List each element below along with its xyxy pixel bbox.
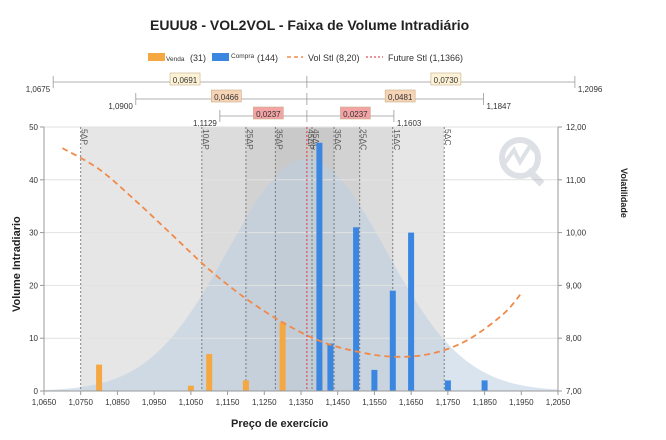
delta-label: 35ΔP <box>274 129 284 150</box>
x-tick-label: 1,1650 <box>399 398 424 407</box>
axes: 1,0650 1,0750 1,0850 1,0950 1,1050 1,1150 1,12… <box>29 123 586 407</box>
y2-tick-label: 11,00 <box>566 176 586 185</box>
delta-label: 45ΔC <box>311 129 321 150</box>
bar-venda <box>187 385 194 391</box>
delta-label: 25ΔC <box>359 129 369 150</box>
range-width-box-right <box>340 106 371 120</box>
x-tick-label: 1,0950 <box>142 398 167 407</box>
range-right-label: 1,1847 <box>486 102 511 111</box>
bar-compra <box>481 380 488 391</box>
range-width-label-right: 0,0730 <box>434 76 459 85</box>
range-width-label-left: 0,0466 <box>214 93 239 102</box>
y2-tick-label: 10,00 <box>566 229 587 238</box>
x-axis-label: Preço de exercício <box>231 418 329 430</box>
x-tick-label: 1,1150 <box>216 398 240 407</box>
bar-venda <box>206 354 213 391</box>
bar-venda <box>242 380 249 391</box>
y-axis-label: Volume Intradiario <box>11 216 23 312</box>
delta-label: 5ΔC <box>443 129 453 146</box>
bar-compra <box>316 142 323 391</box>
legend-label-future-stl: Future Stl (1,1366) <box>388 53 463 63</box>
bar-compra <box>389 290 396 391</box>
bar-compra <box>353 227 360 391</box>
bar-compra <box>408 232 415 391</box>
y2-tick-label: 12,00 <box>566 123 587 132</box>
bar-compra <box>327 343 334 391</box>
legend-swatch-compra <box>212 53 229 61</box>
legend-count-venda: (31) <box>190 53 206 63</box>
range-width-box-left <box>253 106 284 120</box>
delta-label: 5ΔP <box>80 129 90 145</box>
y-tick-label: 10 <box>29 334 38 343</box>
y-tick-label: 40 <box>29 176 38 185</box>
x-tick-label: 1,2050 <box>546 398 571 407</box>
range-width-box-right <box>430 72 462 86</box>
vol-stl-curve <box>61 147 522 358</box>
y2-axis-label: Volatilidade <box>619 168 629 218</box>
y2-tick-label: 8,00 <box>566 334 582 343</box>
delta-label: 45ΔP <box>306 129 316 150</box>
x-tick-label: 1,1850 <box>472 398 497 407</box>
legend-label-compra: Compra <box>231 53 255 60</box>
range-width-label-left: 0,0691 <box>173 76 198 85</box>
range-width-label-left: 0,0237 <box>256 110 281 119</box>
range-left-label: 1,1129 <box>193 119 217 128</box>
y2-tick-label: 7,00 <box>566 387 582 396</box>
range-brackets: 1,0675 1,2096 0,0691 0,0730 1,0900 1,1847 0,04… <box>26 72 603 128</box>
distribution-area <box>44 158 558 391</box>
bars <box>96 142 488 391</box>
x-tick-label: 1,0750 <box>68 398 93 407</box>
watermark-logo <box>499 137 545 187</box>
vol-curve <box>61 147 522 358</box>
range-right-label: 1,2096 <box>578 85 603 94</box>
x-tick-label: 1,0650 <box>32 398 57 407</box>
y2-tick-label: 9,00 <box>566 281 582 290</box>
bar-venda <box>279 322 286 391</box>
delta-label: 15ΔC <box>392 129 402 150</box>
range-width-box-right <box>384 89 416 103</box>
range-left-label: 1,0900 <box>108 102 133 111</box>
delta-label: 35ΔC <box>333 129 343 150</box>
delta-label: 10ΔP <box>201 129 211 150</box>
bar-compra <box>371 369 378 391</box>
range-width-label-right: 0,0481 <box>388 93 413 102</box>
range-width-box-left <box>169 72 201 86</box>
legend-count-compra: (144) <box>257 53 278 63</box>
y-tick-label: 30 <box>29 229 38 238</box>
legend-label-vol-stl: Vol Stl (8,20) <box>308 53 360 63</box>
y-tick-label: 50 <box>29 123 38 132</box>
x-tick-label: 1,1250 <box>252 398 277 407</box>
chart-title: EUUU8 - VOL2VOL - Faixa de Volume Intrad… <box>150 17 469 33</box>
range-width-label-right: 0,0237 <box>343 110 368 119</box>
legend-swatch-venda <box>148 53 165 61</box>
range-width-box-left <box>211 89 242 103</box>
x-tick-label: 1,1350 <box>289 398 314 407</box>
range-right-label: 1,1603 <box>397 119 422 128</box>
x-tick-label: 1,1750 <box>436 398 461 407</box>
x-tick-label: 1,1050 <box>179 398 204 407</box>
x-tick-label: 1,1450 <box>325 398 350 407</box>
bar-compra <box>444 380 451 391</box>
legend-label-venda: Venda <box>166 56 185 63</box>
x-tick-label: 1,1550 <box>362 398 387 407</box>
legend: Venda (31) Compra (144) Vol Stl (8,20) F… <box>148 53 463 63</box>
x-tick-label: 1,0850 <box>105 398 130 407</box>
range-left-label: 1,0675 <box>26 85 51 94</box>
y-tick-label: 0 <box>34 387 39 396</box>
y-tick-label: 20 <box>29 281 38 290</box>
bar-venda <box>96 364 103 391</box>
delta-label: 25ΔP <box>245 129 255 150</box>
x-tick-label: 1,1950 <box>509 398 534 407</box>
distribution-bell <box>44 158 558 391</box>
